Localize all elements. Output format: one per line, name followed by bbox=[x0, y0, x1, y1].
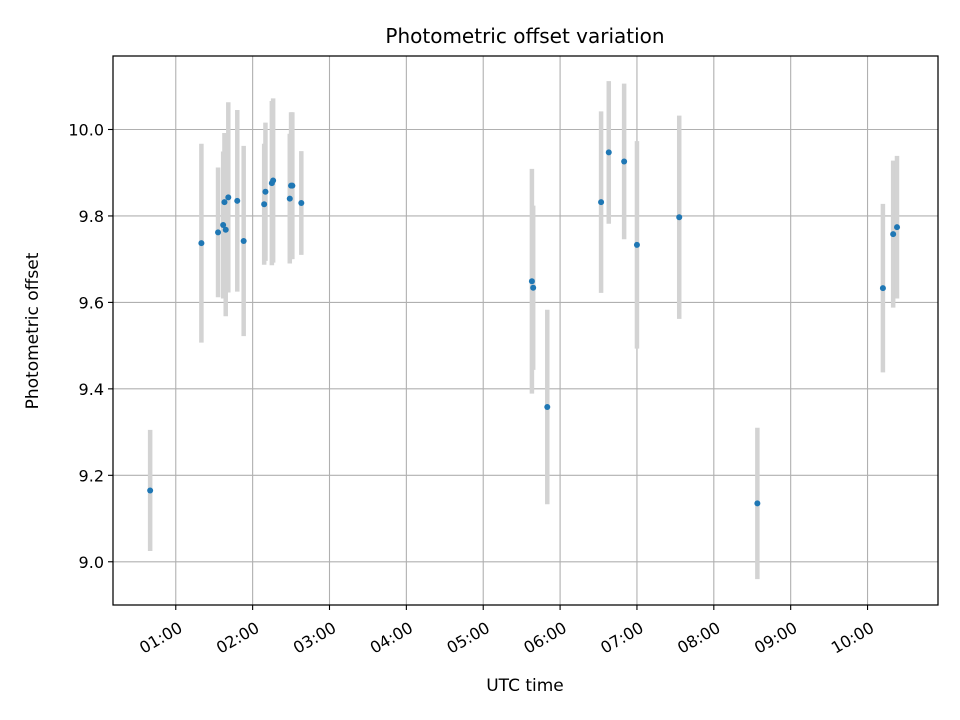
data-point bbox=[544, 404, 551, 411]
data-point bbox=[220, 222, 227, 229]
data-point bbox=[528, 278, 535, 285]
y-tick-label: 9.0 bbox=[79, 553, 104, 572]
data-point bbox=[222, 226, 229, 233]
data-point bbox=[261, 201, 268, 208]
data-point bbox=[240, 238, 247, 245]
data-point bbox=[633, 241, 640, 248]
x-axis-label: UTC time bbox=[486, 676, 564, 696]
data-point bbox=[894, 224, 901, 231]
y-tick-label: 9.6 bbox=[79, 293, 104, 312]
data-point bbox=[530, 284, 537, 291]
data-point bbox=[234, 197, 241, 204]
data-point bbox=[262, 188, 269, 195]
data-points bbox=[147, 149, 901, 507]
y-tick-label: 9.8 bbox=[79, 207, 104, 226]
plot-area-frame bbox=[112, 55, 939, 606]
grid bbox=[113, 56, 938, 605]
data-point bbox=[215, 229, 222, 236]
y-tick-label: 10.0 bbox=[68, 120, 104, 139]
data-point bbox=[890, 231, 897, 238]
data-point bbox=[225, 194, 232, 201]
data-point bbox=[605, 149, 612, 156]
data-point bbox=[270, 177, 277, 184]
chart-title: Photometric offset variation bbox=[385, 24, 664, 48]
data-point bbox=[879, 285, 886, 292]
y-tick-label: 9.2 bbox=[79, 466, 104, 485]
data-point bbox=[598, 199, 605, 206]
data-point bbox=[754, 500, 761, 507]
y-tick-label: 9.4 bbox=[79, 380, 104, 399]
data-point bbox=[289, 182, 296, 189]
data-point bbox=[221, 199, 228, 206]
y-axis-label: Photometric offset bbox=[23, 252, 43, 409]
data-point bbox=[676, 214, 683, 221]
data-point bbox=[286, 195, 293, 202]
data-point bbox=[147, 487, 154, 494]
data-point bbox=[621, 158, 628, 165]
data-point bbox=[198, 240, 205, 247]
data-point bbox=[298, 199, 305, 206]
